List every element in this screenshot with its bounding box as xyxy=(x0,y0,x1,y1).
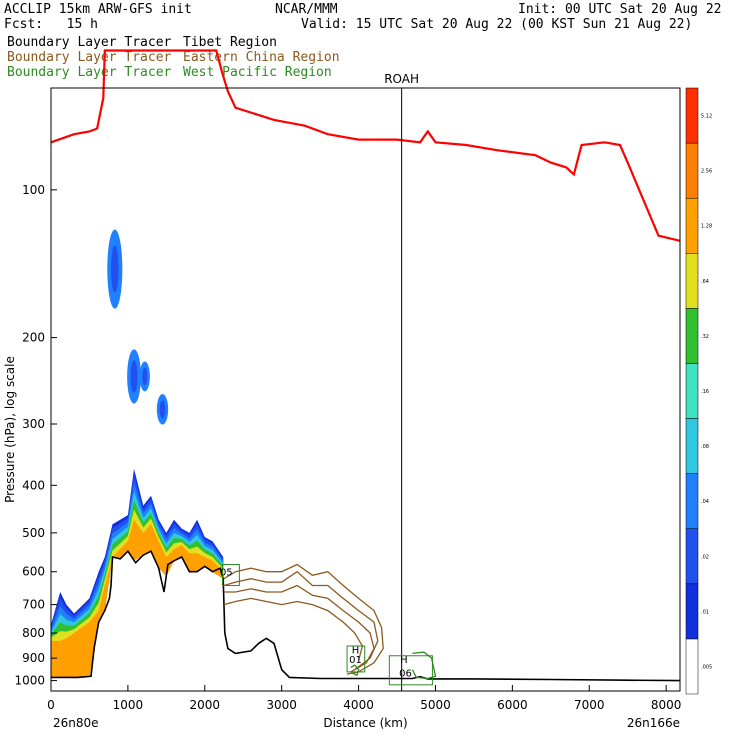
contour-label: H xyxy=(352,645,360,656)
header: ACCLIP 15km ARW-GFS init NCAR/MMM Init: … xyxy=(0,0,740,90)
y-tick-label: 900 xyxy=(22,651,45,665)
tropopause-line xyxy=(50,49,681,242)
tracer-label-west-pacific: Boundary Layer Tracer xyxy=(7,65,172,80)
x-tick-label: 5000 xyxy=(420,698,451,712)
colorbar-swatch xyxy=(685,583,699,640)
contour-label: 06 xyxy=(399,668,412,679)
x-axis-label: Distance (km) xyxy=(323,716,407,730)
colorbar-label: .04 xyxy=(701,499,709,505)
y-tick-label: 1000 xyxy=(14,674,45,688)
y-tick-label: 700 xyxy=(22,598,45,612)
y-tick-label: 200 xyxy=(22,331,45,345)
colorbar-label: .01 xyxy=(701,609,709,615)
tracer-region-eastern-china: Eastern China Region xyxy=(183,50,340,65)
station-layer: ROAH xyxy=(384,72,419,691)
eastern-china-contour xyxy=(223,563,384,675)
colorbar-label: .16 xyxy=(701,389,709,395)
x-tick-label: 8000 xyxy=(651,698,682,712)
y-axis-label: Pressure (hPa), log scale xyxy=(3,356,17,503)
eastern-china-contour xyxy=(223,597,364,661)
model-title: ACCLIP 15km ARW-GFS init xyxy=(4,2,192,17)
tracer-fill-layer xyxy=(51,229,224,678)
contour-label: H xyxy=(400,655,408,666)
contour-label: 05 xyxy=(220,567,233,578)
tracer-region-tibet: Tibet Region xyxy=(183,35,277,50)
colorbar-label: .08 xyxy=(701,444,709,450)
colorbar-label: .005 xyxy=(701,664,712,670)
tracer-region-west-pacific: West Pacific Region xyxy=(183,65,332,80)
colorbar-swatch xyxy=(685,638,699,695)
station-label: ROAH xyxy=(384,72,419,86)
valid-time: Valid: 15 UTC Sat 20 Aug 22 (00 KST Sun … xyxy=(301,17,693,32)
colorbar-label: .02 xyxy=(701,554,709,560)
x-tick-label: 3000 xyxy=(266,698,297,712)
colorbar-label: 5.12 xyxy=(701,114,712,120)
label-box xyxy=(388,655,433,686)
colorbar-label: .64 xyxy=(701,279,709,285)
tracer-label-tibet: Boundary Layer Tracer xyxy=(7,35,172,50)
colorbar-swatch xyxy=(685,528,699,585)
label-box xyxy=(221,564,240,586)
colorbar-swatch xyxy=(685,308,699,364)
west-pacific-contour xyxy=(411,651,437,680)
label-box xyxy=(346,645,366,673)
y-tick-label: 100 xyxy=(22,183,45,197)
y-tick-label: 300 xyxy=(22,417,45,431)
y-tick-label: 500 xyxy=(22,526,45,540)
x-tick-label: 4000 xyxy=(343,698,374,712)
x-tick-label: 1000 xyxy=(113,698,144,712)
colorbar-swatch xyxy=(685,253,699,309)
colorbar-swatch xyxy=(685,197,699,254)
colorbar-swatch xyxy=(685,142,699,199)
x-tick-label: 0 xyxy=(47,698,55,712)
y-tick-label: 400 xyxy=(22,478,45,492)
colorbar: .005 .01 .02 .04 .08 .16 .32 .64 1.28 2.56 5.12 xyxy=(685,87,712,695)
init-time: Init: 00 UTC Sat 20 Aug 22 xyxy=(518,2,722,17)
eastern-china-contour xyxy=(223,570,379,671)
x-tick-label: 6000 xyxy=(497,698,528,712)
tracer-blob-core xyxy=(159,400,166,419)
tracer-blob-core xyxy=(142,367,148,386)
org-label: NCAR/MMM xyxy=(275,2,338,17)
eastern-china-contour xyxy=(224,584,375,673)
colorbar-swatch xyxy=(685,363,699,419)
terrain-layer xyxy=(51,549,681,682)
terrain-line xyxy=(51,549,681,682)
colorbar-swatch xyxy=(685,87,699,144)
tracer-label-eastern-china: Boundary Layer Tracer xyxy=(7,50,172,65)
colorbar-label: .32 xyxy=(701,334,709,340)
tracer-fill-band xyxy=(51,519,224,678)
x-tick-label: 2000 xyxy=(190,698,221,712)
forecast-hour: Fcst: 15 h xyxy=(4,17,98,32)
west-pacific-contour xyxy=(350,664,360,677)
tracer-blob-core xyxy=(130,360,138,393)
colorbar-swatch xyxy=(685,473,699,529)
left-endpoint-label: 26n80e xyxy=(53,716,99,730)
colorbar-label: 2.56 xyxy=(701,169,712,175)
x-tick-label: 7000 xyxy=(574,698,605,712)
colorbar-swatch xyxy=(685,418,699,474)
contour-layer xyxy=(223,563,437,680)
y-tick-label: 600 xyxy=(22,565,45,579)
tropopause-layer xyxy=(50,49,681,242)
axes-layer: 0 1000 2000 3000 4000 5000 6000 7000 80001002003… xyxy=(3,183,681,730)
right-endpoint-label: 26n166e xyxy=(627,716,680,730)
y-tick-label: 800 xyxy=(22,626,45,640)
tracer-blob-core xyxy=(111,245,119,293)
contour-label: 01 xyxy=(349,655,362,666)
plot-frame xyxy=(50,87,681,692)
colorbar-label: 1.28 xyxy=(701,224,712,230)
